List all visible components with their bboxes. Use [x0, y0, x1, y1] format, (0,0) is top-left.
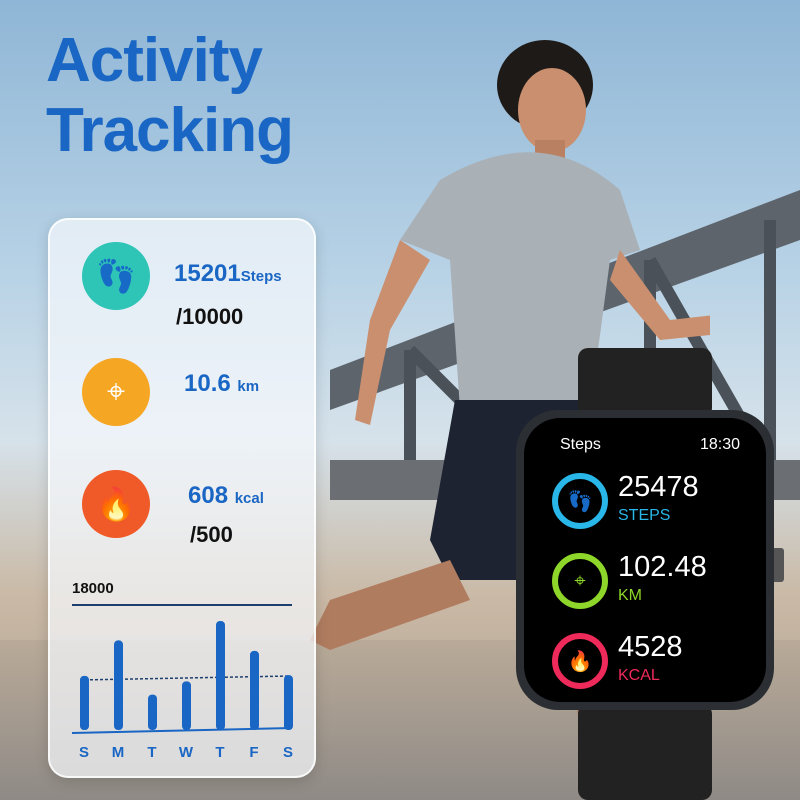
- steps-value: 15201Steps: [174, 260, 282, 287]
- location-pin-icon: ⌖: [552, 553, 608, 609]
- flame-icon: 🔥: [552, 633, 608, 689]
- day-label: M: [112, 744, 125, 761]
- bar: [182, 681, 191, 730]
- watch-strap-bottom: [578, 704, 712, 800]
- bar: [284, 675, 293, 730]
- watch-metric-value: 102.48: [618, 551, 707, 583]
- bar: [216, 620, 225, 730]
- flame-icon: 🔥: [82, 470, 150, 538]
- baseline: [71, 727, 293, 734]
- watch-time: 18:30: [699, 436, 740, 453]
- watch-metric-value: 4528: [618, 631, 683, 663]
- bar: [148, 694, 157, 730]
- smartwatch: Steps 18:30 👣 25478 STEPS ⌖ 102.48 KM 🔥 45…: [516, 410, 774, 710]
- chart-top-label: 18000: [72, 580, 114, 597]
- watch-title: Steps: [560, 436, 601, 453]
- calories-value: 608 kcal: [188, 482, 264, 509]
- bar: [250, 650, 259, 730]
- watch-crown: [772, 548, 784, 582]
- day-label: S: [283, 744, 293, 761]
- day-label: F: [249, 744, 258, 761]
- watch-metric-value: 25478: [618, 471, 699, 503]
- watch-metric-label: KM: [618, 587, 642, 604]
- steps-goal: /10000: [176, 304, 244, 329]
- location-pin-icon: ⌖: [82, 358, 150, 426]
- footprints-icon: 👣: [82, 242, 150, 310]
- day-label: S: [79, 744, 89, 761]
- watch-screen: Steps 18:30 👣 25478 STEPS ⌖ 102.48 KM 🔥 45…: [524, 418, 766, 702]
- stats-panel: 👣 15201Steps /10000 ⌖ 10.6 km 🔥 608 kcal…: [48, 218, 316, 778]
- calories-goal: /500: [190, 522, 233, 547]
- watch-metric-label: KCAL: [618, 667, 660, 684]
- bar: [114, 640, 123, 730]
- headline: Activity Tracking: [46, 26, 294, 166]
- headline-line1: Activity: [46, 26, 263, 95]
- headline-line2: Tracking: [46, 96, 294, 165]
- day-label: W: [179, 744, 194, 761]
- distance-value: 10.6 km: [184, 370, 260, 397]
- bar: [80, 675, 89, 730]
- footprints-icon: 👣: [552, 473, 608, 529]
- day-label: T: [147, 744, 156, 761]
- watch-metric-label: STEPS: [618, 507, 671, 524]
- day-label: T: [215, 744, 224, 761]
- watch-strap-top: [578, 348, 712, 418]
